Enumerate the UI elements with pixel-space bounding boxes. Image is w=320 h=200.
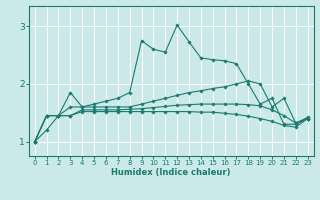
X-axis label: Humidex (Indice chaleur): Humidex (Indice chaleur): [111, 168, 231, 177]
